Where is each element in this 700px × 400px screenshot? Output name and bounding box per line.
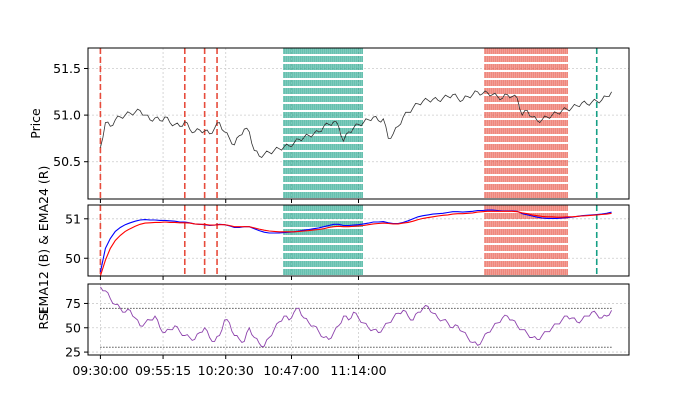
time-axis: 09:30:00 09:55:15 10:20:30 10:47:00 11:14:00	[72, 199, 387, 378]
y-tick-label: 50.5	[53, 154, 81, 169]
y-tick-label: 50	[65, 320, 81, 335]
ema-axis-title: EMA12 (B) & EMA24 (R)	[36, 166, 51, 315]
x-tick-label: 11:14:00	[330, 363, 386, 378]
y-tick-label: 75	[65, 296, 81, 311]
rsi-axis-title: RSI	[36, 309, 51, 329]
y-tick-label: 51	[65, 211, 81, 226]
x-tick-label: 09:55:15	[135, 363, 191, 378]
rsi-series-line	[100, 286, 612, 348]
y-tick-label: 51.5	[53, 61, 81, 76]
y-tick-label: 25	[65, 345, 81, 360]
y-tick-label: 50	[65, 251, 81, 266]
x-tick-label: 10:20:30	[198, 363, 254, 378]
ema-panel: 50 51 EMA12 (B) & EMA24 (R)	[36, 166, 630, 315]
x-tick-label: 10:47:00	[263, 363, 319, 378]
ema24-series-line	[99, 210, 612, 277]
y-tick-label: 51.0	[53, 108, 81, 123]
price-series-line	[100, 90, 612, 159]
x-tick-label: 09:30:00	[72, 363, 128, 378]
price-panel: 50.5 51.0 51.5 Price	[28, 47, 630, 200]
ema12-series-line	[99, 209, 612, 273]
rsi-panel: 25 50 75 RSI	[36, 283, 630, 360]
price-axis-title: Price	[28, 108, 43, 139]
